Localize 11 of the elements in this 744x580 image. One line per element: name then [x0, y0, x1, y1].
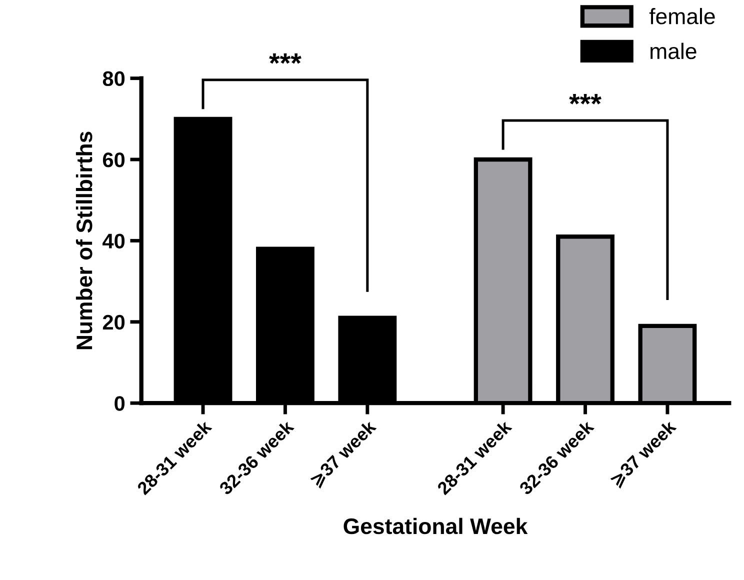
x-axis-title: Gestational Week	[344, 518, 528, 534]
y-tick-label: 80	[102, 71, 125, 86]
y-tick-label: 0	[114, 396, 125, 411]
legend-label: male	[650, 42, 696, 60]
y-tick-label: 60	[102, 152, 125, 168]
annotation: ***	[569, 94, 602, 104]
y-tick-label: 20	[102, 314, 125, 330]
legend-label: female	[649, 8, 715, 24]
text: ***	[269, 53, 302, 64]
y-tick-label: 40	[102, 234, 125, 248]
y-axis-title: Number of Stillbirths	[76, 132, 92, 350]
